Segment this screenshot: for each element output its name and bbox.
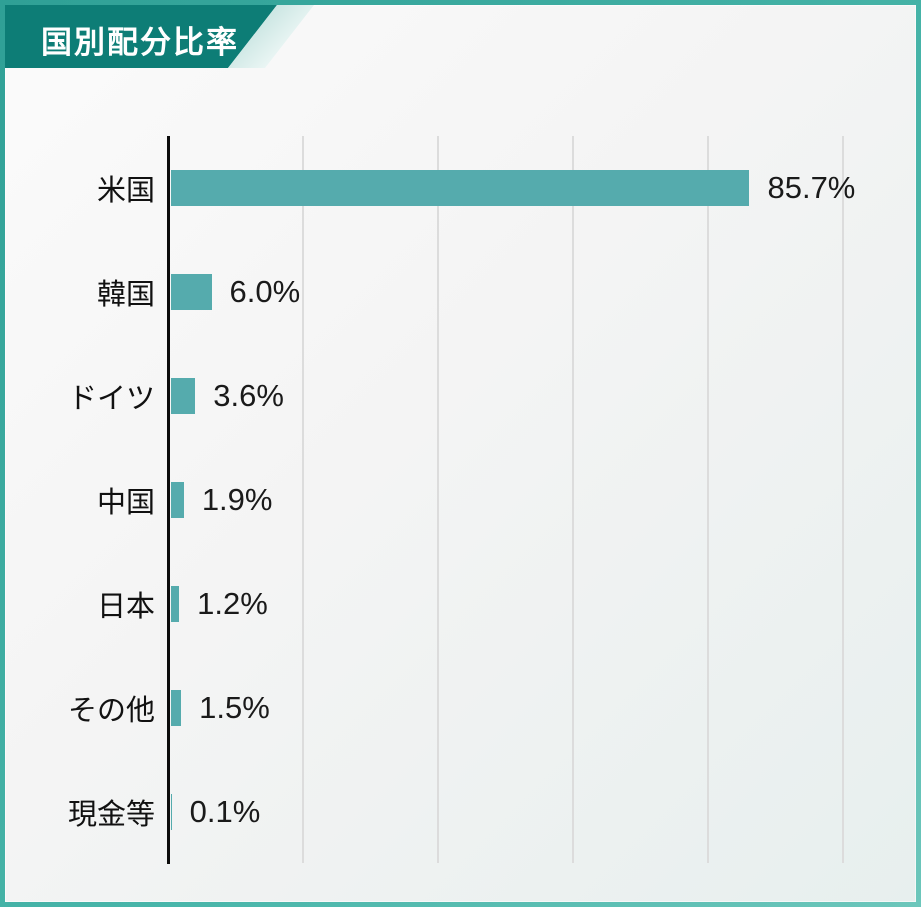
header-ribbon [5,5,277,68]
bar [171,170,750,206]
gridline [437,136,439,863]
gridline [572,136,574,863]
bar [171,482,184,518]
page-title: 国別配分比率 [41,25,239,60]
chart-row: ドイツ 3.6% [5,344,921,448]
category-label: 中国 [96,487,155,519]
gridline [707,136,709,863]
category-label: 日本 [96,591,155,623]
value-label: 1.5% [199,690,270,725]
gridline [302,136,304,863]
value-label: 3.6% [213,378,284,413]
category-label: その他 [67,695,155,727]
gridline [842,136,844,863]
chart-row: 中国 1.9% [5,448,921,552]
page-background: 米国 85.7% 韓国 6.0% ドイツ 3.6% 中国 1.9% 日本 1.2% その他 1.5% 現… [5,5,916,902]
bar [171,378,196,414]
chart-row: 米国 85.7% [5,136,921,240]
bar [171,690,182,726]
value-label: 1.2% [197,586,268,621]
category-label: 現金等 [67,799,155,831]
chart-row: その他 1.5% [5,656,921,760]
category-label: 米国 [96,175,155,207]
category-label: ドイツ [67,383,155,415]
bar [171,274,212,310]
category-label: 韓国 [96,279,155,311]
bar-chart: 米国 85.7% 韓国 6.0% ドイツ 3.6% 中国 1.9% 日本 1.2% その他 1.5% 現… [5,5,916,902]
chart-row: 日本 1.2% [5,552,921,656]
value-label: 85.7% [767,170,856,205]
bar [171,794,172,830]
value-label: 6.0% [229,274,301,309]
y-axis-line [167,136,170,864]
chart-stage: 米国 85.7% 韓国 6.0% ドイツ 3.6% 中国 1.9% 日本 1.2% その他 1.5% 現… [5,5,916,902]
chart-row: 現金等 0.1% [5,760,921,864]
value-label: 1.9% [201,482,273,517]
value-label: 0.1% [189,794,261,829]
bar [171,586,180,622]
chart-row: 韓国 6.0% [5,240,921,344]
